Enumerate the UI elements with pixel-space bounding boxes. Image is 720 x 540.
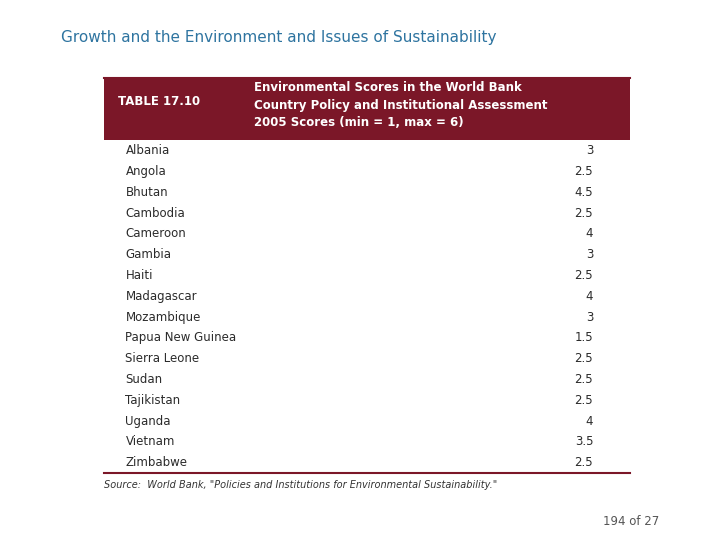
Text: Angola: Angola [125,165,166,178]
Text: 4: 4 [585,415,593,428]
Text: Haiti: Haiti [125,269,153,282]
Text: 2.5: 2.5 [575,373,593,386]
Text: Growth and the Environment and Issues of Sustainability: Growth and the Environment and Issues of… [61,30,497,45]
Text: Tajikistan: Tajikistan [125,394,181,407]
Text: 3: 3 [586,310,593,323]
Text: Bhutan: Bhutan [125,186,168,199]
Text: Madagascar: Madagascar [125,290,197,303]
Text: Gambia: Gambia [125,248,171,261]
Text: Cambodia: Cambodia [125,207,185,220]
Text: 2.5: 2.5 [575,165,593,178]
Text: 3: 3 [586,144,593,157]
Text: 4: 4 [585,227,593,240]
Text: Papua New Guinea: Papua New Guinea [125,332,237,345]
Text: 2.5: 2.5 [575,269,593,282]
Text: TABLE 17.10: TABLE 17.10 [117,96,199,109]
Text: 2.5: 2.5 [575,352,593,365]
Text: Source:  World Bank, "Policies and Institutions for Environmental Sustainability: Source: World Bank, "Policies and Instit… [104,480,498,490]
Text: Mozambique: Mozambique [125,310,201,323]
Text: Sierra Leone: Sierra Leone [125,352,199,365]
Text: 2.5: 2.5 [575,207,593,220]
Text: 194 of 27: 194 of 27 [603,515,659,528]
Text: 2.5: 2.5 [575,394,593,407]
Text: Sudan: Sudan [125,373,163,386]
Text: Environmental Scores in the World Bank
Country Policy and Institutional Assessme: Environmental Scores in the World Bank C… [254,82,548,130]
Text: Albania: Albania [125,144,170,157]
Text: 1.5: 1.5 [575,332,593,345]
Text: Uganda: Uganda [125,415,171,428]
Text: Cameroon: Cameroon [125,227,186,240]
Text: 3.5: 3.5 [575,435,593,448]
Text: 2.5: 2.5 [575,456,593,469]
Text: Zimbabwe: Zimbabwe [125,456,187,469]
Text: 4.5: 4.5 [575,186,593,199]
Text: 3: 3 [586,248,593,261]
Text: Vietnam: Vietnam [125,435,175,448]
Text: 4: 4 [585,290,593,303]
